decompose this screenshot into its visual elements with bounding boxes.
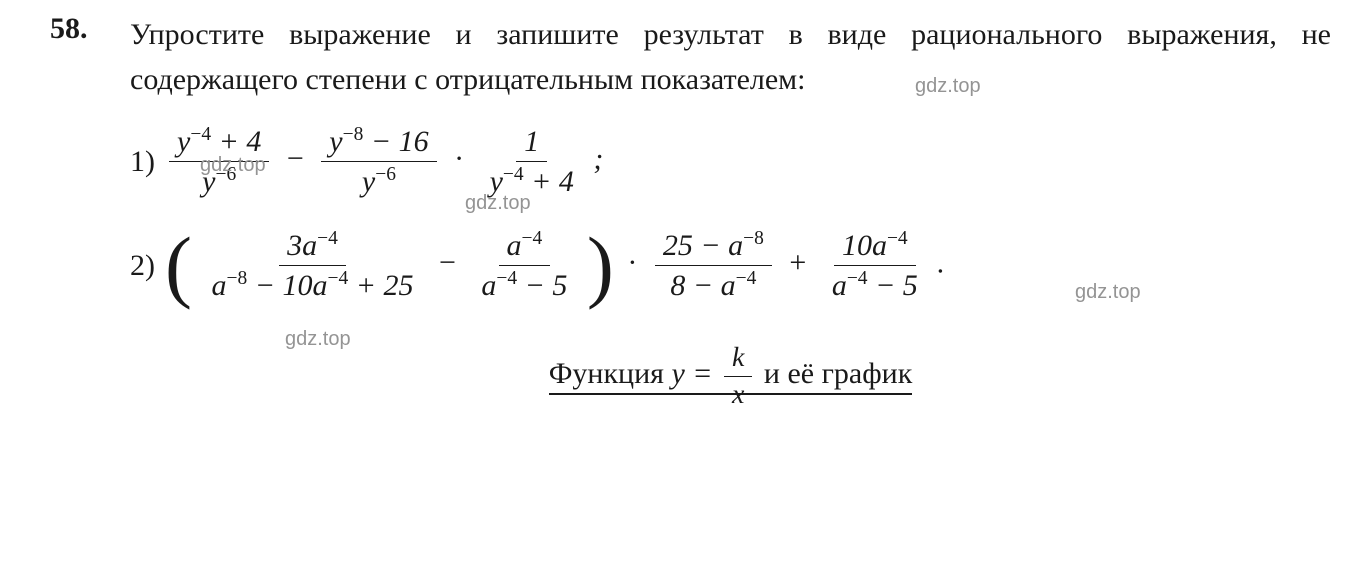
minus-operator: −	[287, 142, 304, 175]
plus-operator: +	[789, 246, 806, 279]
watermark: gdz.top	[285, 328, 351, 351]
right-paren: )	[587, 221, 614, 311]
problem-body: Упростите выражение и запишите результат…	[130, 12, 1331, 413]
denominator: y−6	[354, 162, 404, 201]
watermark: gdz.top	[465, 192, 531, 215]
denominator: a−8 − 10a−4 + 25	[203, 266, 421, 305]
expression-1: y−4 + 4 y−6 − y−8 − 16 y−6 · 1 y−4 + 4 ;…	[165, 122, 603, 201]
numerator: 1	[516, 123, 547, 162]
problem-number: 58.	[50, 12, 100, 413]
numerator: a−4	[499, 226, 551, 266]
fraction-1b: y−8 − 16 y−6	[321, 122, 436, 201]
problem-statement: Упростите выражение и запишите результат…	[130, 12, 1331, 102]
watermark: gdz.top	[1075, 281, 1141, 304]
fraction-2d: 10a−4 a−4 − 5	[824, 226, 926, 305]
denominator: a−4 − 5	[473, 266, 575, 305]
fraction-2a: 3a−4 a−8 − 10a−4 + 25	[203, 226, 421, 305]
subproblem-1: 1) y−4 + 4 y−6 − y−8 − 16 y−6 · 1 y−4 + …	[130, 122, 1331, 201]
numerator: 25 − a−8	[655, 226, 772, 266]
denominator: a−4 − 5	[824, 266, 926, 305]
numerator: 10a−4	[834, 226, 916, 266]
numerator: 3a−4	[279, 226, 346, 266]
watermark: gdz.top	[915, 75, 981, 98]
numerator: y−8 − 16	[321, 122, 436, 162]
subproblem-2: 2) ( 3a−4 a−8 − 10a−4 + 25 − a−4 a−4 − 5…	[130, 226, 1331, 305]
expression-2: ( 3a−4 a−8 − 10a−4 + 25 − a−4 a−4 − 5 ) …	[165, 226, 945, 305]
denominator: 8 − a−4	[662, 266, 764, 305]
minus-operator: −	[439, 246, 456, 279]
title-equation: y = k x	[671, 357, 763, 395]
semicolon: ;	[593, 142, 603, 175]
fraction-2b: a−4 a−4 − 5	[473, 226, 575, 305]
denominator: x	[724, 377, 752, 413]
watermark: gdz.top	[200, 154, 266, 177]
section-title: gdz.top Функция y = k x и её график	[130, 340, 1331, 413]
fraction-1c: 1 y−4 + 4	[482, 123, 582, 201]
left-paren: (	[165, 221, 192, 311]
fraction-2c: 25 − a−8 8 − a−4	[655, 226, 772, 305]
subproblem-1-number: 1)	[130, 145, 155, 179]
title-part-2: и её график	[764, 357, 912, 395]
period: .	[937, 246, 945, 279]
subproblem-2-number: 2)	[130, 249, 155, 283]
subproblems: 1) y−4 + 4 y−6 − y−8 − 16 y−6 · 1 y−4 + …	[130, 122, 1331, 305]
dot-operator: ·	[454, 142, 464, 175]
dot-operator: ·	[627, 246, 637, 279]
numerator: k	[724, 340, 752, 377]
title-part-1: Функция	[549, 357, 672, 395]
problem-container: 58. Упростите выражение и запишите резул…	[50, 12, 1331, 413]
